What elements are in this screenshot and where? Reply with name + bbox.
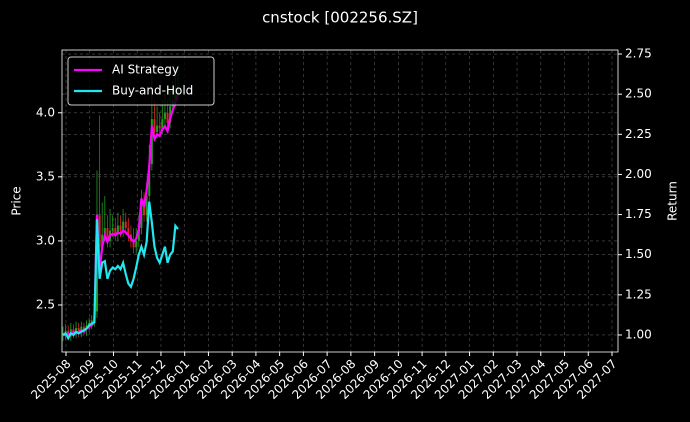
y-axis-label: Price	[10, 186, 24, 215]
candle-body	[69, 329, 72, 335]
candle-body	[98, 215, 101, 248]
candle-body	[140, 202, 143, 229]
candle-body	[137, 228, 140, 241]
y-tick-label: 3.0	[36, 233, 55, 247]
candle-body	[103, 228, 106, 235]
candle-body	[119, 225, 122, 231]
chart-title: cnstock [002256.SZ]	[262, 9, 418, 27]
candle-body	[148, 164, 151, 197]
candle-body	[124, 221, 127, 229]
candle-body	[163, 112, 166, 120]
legend-label: Buy-and-Hold	[112, 84, 193, 98]
line-series	[62, 201, 179, 341]
plot-frame	[61, 49, 619, 353]
candle-body	[82, 326, 85, 330]
y2-tick-label: 1.50	[625, 247, 652, 261]
candle-body	[156, 125, 159, 133]
legend-box	[67, 56, 215, 106]
candle-body	[145, 196, 148, 216]
candle-body	[106, 228, 109, 241]
candle-body	[77, 328, 80, 331]
candle-body	[75, 328, 78, 332]
y-tick-label: 3.5	[36, 169, 55, 183]
candle-body	[90, 320, 93, 323]
candle-body	[111, 228, 114, 231]
candle-body	[166, 112, 169, 124]
y2-tick-label: 2.25	[625, 127, 652, 141]
candle-body	[122, 221, 125, 231]
candle-body	[127, 228, 130, 235]
candle-body	[114, 228, 117, 235]
y2-axis-label: Return	[666, 181, 680, 221]
candle-body	[143, 202, 146, 216]
y2-tick-label: 1.25	[625, 287, 652, 301]
candle-body	[101, 234, 104, 248]
candle-body	[132, 240, 135, 248]
candle-body	[161, 119, 164, 129]
legend-label: AI Strategy	[112, 63, 179, 77]
candle-body	[95, 215, 98, 312]
y-tick-label: 4.0	[36, 105, 55, 119]
y2-tick-label: 1.00	[625, 327, 652, 341]
candle-body	[158, 125, 161, 129]
candle-body	[64, 330, 67, 334]
candle-body	[153, 119, 156, 133]
candle-body	[116, 225, 119, 235]
y2-tick-label: 2.75	[625, 47, 652, 61]
y2-tick-label: 2.50	[625, 87, 652, 101]
candle-body	[80, 326, 83, 331]
y2-tick-label: 2.00	[625, 167, 652, 181]
y-tick-label: 2.5	[36, 297, 55, 311]
y2-tick-label: 1.75	[625, 207, 652, 221]
candle-body	[135, 240, 138, 248]
legend: AI Strategy Buy-and-Hold	[67, 56, 215, 106]
